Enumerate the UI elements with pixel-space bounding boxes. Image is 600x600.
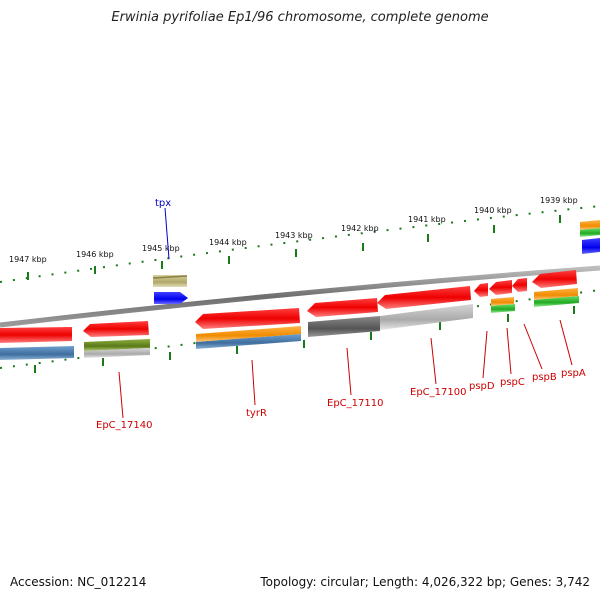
ruler-label-1945: 1945 kbp [142,244,180,253]
tpx-leader-line [164,207,170,260]
feature-tpx-arrow[interactable] [154,292,188,304]
gene-label-pspD[interactable]: pspD [469,381,495,392]
feature-orange-pspC[interactable] [491,297,514,306]
feature-grey-epc17140[interactable] [84,348,150,358]
feature-gene-epc17110[interactable] [307,298,378,317]
leader-tyrR [251,359,256,406]
feature-steel-tyrR[interactable] [196,334,301,349]
feature-olive-epc17140[interactable] [84,339,150,351]
leader-pspC [506,327,512,375]
khaki-box-stripe [152,275,188,279]
gene-label-epc17100[interactable]: EpC_17100 [410,387,466,398]
feature-orange-tyrR[interactable] [196,326,301,342]
feature-gene-pspD[interactable] [474,283,488,297]
gene-label-pspC[interactable]: pspC [500,377,525,388]
feature-green-pspC[interactable] [491,304,515,313]
map-title: Erwinia pyrifoliae Ep1/96 chromosome, co… [111,10,489,25]
feature-orange-right-edge[interactable] [580,220,600,230]
ruler-label-1940: 1940 kbp [474,206,512,215]
feature-green-pspA[interactable] [534,296,579,307]
ruler-label-1939: 1939 kbp [540,196,578,205]
ruler-label-1941: 1941 kbp [408,215,446,224]
gene-label-pspB[interactable]: pspB [532,372,557,383]
ruler-label-1947: 1947 kbp [9,255,47,264]
leader-epc17140 [118,371,124,419]
ruler-label-1946: 1946 kbp [76,250,114,259]
feature-gene-epc17100[interactable] [377,286,471,309]
feature-light-grey-epc17100[interactable] [380,304,473,330]
leader-lines [118,319,573,419]
feature-orange-pspA[interactable] [534,288,578,300]
outer-ruler-arc [0,205,600,283]
feature-tpx-track [152,207,188,304]
gene-label-pspA[interactable]: pspA [561,368,586,379]
gene-label-epc17140[interactable]: EpC_17140 [96,420,152,431]
ruler-label-1944: 1944 kbp [209,238,247,247]
feature-gene-tyrR[interactable] [195,308,300,329]
feature-gene-pspC[interactable] [489,280,512,295]
chromosome-backbone [0,265,600,328]
genome-summary: Topology: circular; Length: 4,026,322 bp… [260,575,590,589]
gene-label-epc17110[interactable]: EpC_17110 [327,398,383,409]
gene-label-tpx[interactable]: tpx [155,198,171,209]
leader-pspA [559,319,573,366]
leader-pspB [523,323,543,370]
accession-label: Accession: NC_012214 [10,575,147,589]
gene-label-tyrR[interactable]: tyrR [246,408,267,419]
leader-epc17110 [346,347,352,396]
feature-gene-epc17140[interactable] [83,321,149,337]
outer-ruler: 1947 kbp 1946 kbp 1945 kbp 1944 kbp 1943… [0,196,600,283]
inner-ruler-arc [0,289,600,369]
ruler-label-1943: 1943 kbp [275,231,313,240]
leader-pspD [482,330,488,379]
leader-epc17100 [430,337,437,385]
feature-dark-grey-epc17110[interactable] [308,316,380,337]
inner-ruler [0,289,600,373]
feature-green-right-edge[interactable] [580,228,600,237]
feature-gene-pspA[interactable] [532,270,577,288]
feature-gene-pspB[interactable] [512,278,527,292]
feature-gene-left-edge[interactable] [0,327,72,343]
ruler-label-1942: 1942 kbp [341,224,379,233]
feature-blue-right-edge[interactable] [582,238,600,254]
feature-steel-left[interactable] [0,346,74,360]
